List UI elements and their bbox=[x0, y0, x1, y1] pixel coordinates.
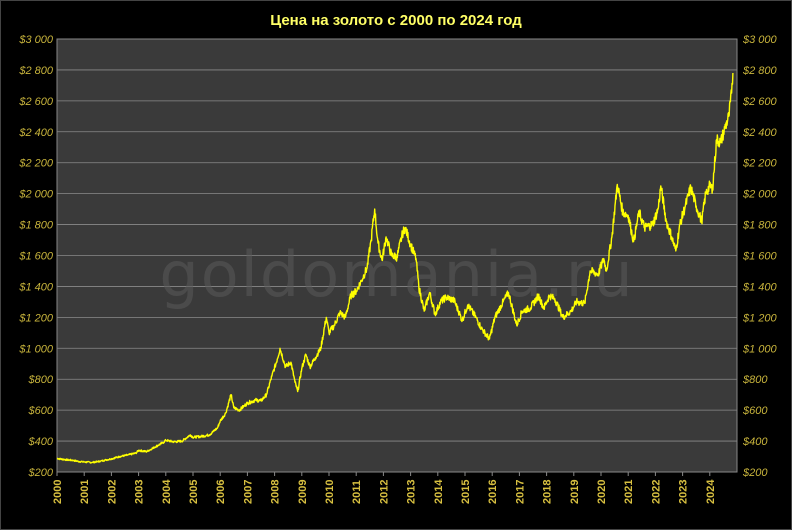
y-tick-label: $3 000 bbox=[742, 34, 778, 46]
y-tick-label: $2 200 bbox=[18, 158, 54, 170]
x-tick-label: 2009 bbox=[297, 480, 309, 504]
y-tick-label: $1 600 bbox=[18, 251, 54, 263]
y-tick-label: $2 400 bbox=[742, 127, 778, 139]
y-tick-label: $2 800 bbox=[18, 65, 54, 77]
y-tick-label: $1 200 bbox=[742, 312, 778, 324]
y-tick-label: $1 000 bbox=[18, 343, 54, 355]
x-tick-label: 2003 bbox=[134, 480, 146, 504]
x-tick-label: 2023 bbox=[678, 480, 690, 504]
gold-price-line bbox=[56, 72, 734, 464]
y-tick-label: $1 800 bbox=[18, 220, 54, 232]
x-tick-label: 2021 bbox=[623, 480, 635, 504]
x-tick-label: 2024 bbox=[705, 479, 717, 504]
y-tick-label: $600 bbox=[742, 405, 768, 417]
y-tick-label: $400 bbox=[742, 436, 768, 448]
y-tick-label: $1 400 bbox=[742, 281, 778, 293]
x-tick-label: 2005 bbox=[188, 480, 200, 504]
y-tick-label: $2 000 bbox=[742, 189, 778, 201]
x-tick-label: 2002 bbox=[106, 480, 118, 504]
y-tick-label: $1 800 bbox=[742, 220, 778, 232]
y-tick-label: $2 000 bbox=[18, 189, 54, 201]
x-tick-label: 2004 bbox=[161, 479, 173, 504]
x-tick-label: 2016 bbox=[487, 480, 499, 504]
x-tick-label: 2013 bbox=[406, 480, 418, 504]
y-tick-label: $3 000 bbox=[18, 34, 54, 46]
x-tick-label: 2017 bbox=[514, 480, 526, 504]
x-tick-label: 2019 bbox=[569, 480, 581, 504]
y-axis-left: $200 $400 $600 $800 $1 000 $1 200 $1 400 $1 600… bbox=[18, 34, 54, 479]
y-axis-right: $200 $400 $600 $800 $1 000 $1 200 $1 400 $1 600… bbox=[742, 34, 778, 479]
y-tick-label: $800 bbox=[28, 374, 54, 386]
y-tick-label: $2 800 bbox=[742, 65, 778, 77]
y-tick-label: $200 bbox=[28, 467, 54, 479]
chart-title: Цена на золото с 2000 по 2024 год bbox=[270, 12, 522, 29]
grid-lines bbox=[57, 69, 737, 442]
x-tick-label: 2020 bbox=[596, 480, 608, 504]
y-tick-label: $2 600 bbox=[742, 96, 778, 108]
x-tick-label: 2018 bbox=[542, 480, 554, 504]
x-tick-label: 2022 bbox=[650, 480, 662, 504]
x-tick-label: 2000 bbox=[52, 480, 64, 504]
x-tick-label: 2011 bbox=[351, 480, 363, 504]
y-tick-label: $200 bbox=[742, 467, 768, 479]
x-tick-label: 2015 bbox=[460, 480, 472, 504]
x-tick-label: 2010 bbox=[324, 480, 336, 504]
x-tick-label: 2006 bbox=[215, 480, 227, 504]
x-tick-label: 2001 bbox=[79, 480, 91, 504]
x-tick-label: 2007 bbox=[242, 480, 254, 504]
y-tick-label: $2 200 bbox=[742, 158, 778, 170]
y-tick-label: $600 bbox=[28, 405, 54, 417]
x-tick-label: 2008 bbox=[270, 480, 282, 504]
y-tick-label: $1 000 bbox=[742, 343, 778, 355]
watermark-text: goldomania.ru bbox=[159, 238, 634, 311]
y-tick-label: $800 bbox=[742, 374, 768, 386]
y-tick-label: $2 600 bbox=[18, 96, 54, 108]
y-tick-label: $400 bbox=[28, 436, 54, 448]
y-tick-label: $1 400 bbox=[18, 281, 54, 293]
y-tick-label: $1 200 bbox=[18, 312, 54, 324]
x-axis: 2000 2001 2002 2003 2004 2005 2006 2007 2008 2009… bbox=[52, 472, 717, 504]
x-tick-label: 2012 bbox=[378, 480, 390, 504]
x-tick-label: 2014 bbox=[433, 479, 445, 504]
y-tick-label: $2 400 bbox=[18, 127, 54, 139]
y-tick-label: $1 600 bbox=[742, 251, 778, 263]
